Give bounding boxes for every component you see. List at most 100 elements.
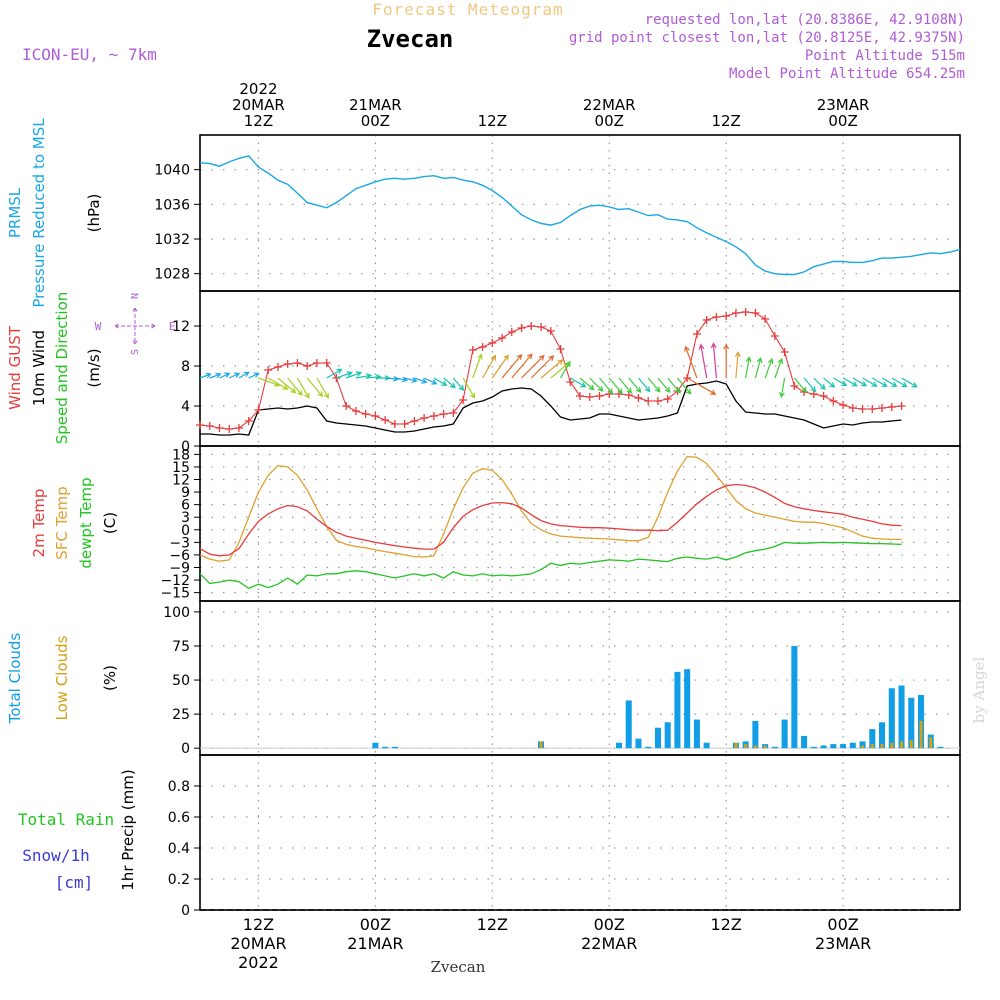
wind-direction-arrow	[891, 377, 908, 388]
low-cloud-bar	[753, 745, 757, 749]
pressure-frame	[199, 134, 961, 292]
wind-gust-marker	[196, 421, 204, 429]
snow-unit-label: [cm]	[55, 873, 94, 892]
rain-label: Total Rain	[18, 810, 114, 829]
wind-direction-arrow	[754, 357, 763, 379]
model-label: ICON-EU, ~ 7km	[22, 45, 157, 64]
wind-gust-marker	[790, 382, 799, 390]
total-cloud-bar	[840, 744, 847, 749]
wind-direction-arrow	[852, 377, 868, 387]
wind-gust-marker	[653, 397, 662, 405]
total-cloud-bar	[684, 669, 691, 749]
y-tick-label: −9	[169, 560, 190, 576]
y-tick-label: 0.2	[168, 872, 190, 888]
y-tick-label: −3	[169, 535, 190, 551]
total-cloud-bar	[898, 685, 905, 749]
temperature-frame	[199, 445, 961, 602]
wind-gust-marker	[254, 406, 263, 414]
wind-direction-arrow	[608, 377, 623, 395]
wind-direction-arrow	[443, 377, 456, 389]
wind-direction-arrow	[287, 377, 303, 397]
dewpoint-line	[199, 541, 902, 590]
wind-gust-marker	[439, 410, 448, 418]
wind-gust-marker	[225, 425, 234, 433]
compass-east: E	[169, 320, 176, 333]
time-label-top: 12Z	[478, 112, 507, 130]
total-cloud-bar	[849, 742, 856, 749]
wind-direction-arrow	[238, 371, 250, 379]
wind-direction-arrow	[570, 377, 587, 388]
pressure-line	[199, 155, 961, 276]
wind-gust-marker	[264, 366, 273, 374]
wind-gust-marker	[878, 404, 887, 412]
time-label-bottom: 22MAR	[581, 934, 637, 953]
low-cloud-bar	[880, 744, 884, 749]
wind-direction-arrow	[296, 377, 310, 399]
wind-gust-marker	[312, 359, 321, 367]
precip-axis-label: 1hr Precip (mm)	[119, 769, 137, 890]
wind-direction-arrow	[511, 353, 533, 379]
total-cloud-bar	[888, 688, 895, 749]
low-cloud-bar	[539, 741, 543, 749]
wind-gust-marker	[342, 402, 351, 410]
wind-direction-arrow	[871, 377, 888, 387]
clouds-axis-label: Low Clouds	[53, 635, 71, 720]
compass-arrows	[114, 307, 156, 345]
wind-gust-marker	[692, 330, 701, 338]
low-cloud-bar	[763, 745, 767, 749]
wind-gust-marker	[634, 394, 643, 402]
total-cloud-bar	[391, 746, 398, 749]
wind-direction-arrow	[306, 377, 324, 398]
wind-direction-arrow	[209, 372, 222, 379]
wind-direction-arrow	[823, 377, 836, 388]
total-cloud-bar	[703, 742, 710, 749]
wind-gust-marker	[537, 323, 546, 331]
precipitation-frame	[199, 754, 961, 911]
y-tick-label: 1040	[154, 163, 190, 179]
wind-axis-label: 10m Wind	[30, 330, 48, 406]
y-tick-label: −15	[160, 586, 190, 602]
total-cloud-bar	[674, 671, 681, 749]
snow-label: Snow/1h	[22, 846, 89, 865]
wind-direction-arrow	[779, 377, 786, 399]
wind-direction-arrow	[833, 377, 848, 387]
wind-gust-marker	[712, 313, 721, 321]
point-altitude: Point Altitude 515m	[805, 48, 965, 64]
wind-direction-arrow	[248, 372, 260, 379]
y-tick-label: 4	[181, 399, 190, 415]
y-tick-label: 75	[172, 639, 190, 655]
total-cloud-bar	[869, 729, 876, 749]
wind-gust-marker	[839, 401, 848, 409]
footer-location: Zvecan	[431, 958, 486, 976]
panels: 1028 1032 1036 1040 PRMSL Pressure Reduced to…	[6, 118, 961, 919]
wind-direction-arrow	[404, 377, 418, 383]
total-cloud-bar	[693, 719, 700, 749]
low-cloud-bar	[890, 742, 894, 749]
grid-point: grid point closest lon,lat (20.8125E, 42…	[569, 30, 965, 46]
y-tick-label: 0	[181, 439, 190, 455]
wind-direction-arrow	[638, 377, 651, 393]
wind-gust-marker	[459, 396, 468, 404]
wind-direction-arrow	[228, 372, 241, 379]
total-cloud-bar	[810, 746, 817, 749]
wind-direction-arrow	[698, 343, 708, 379]
wind-gust-marker	[683, 374, 692, 382]
time-label-top: 00Z	[595, 112, 624, 130]
y-tick-label: 12	[172, 473, 190, 489]
wind-direction-arrow	[764, 357, 774, 379]
model-altitude: Model Point Altitude 654.25m	[729, 66, 965, 82]
time-label-bottom: 00Z	[360, 915, 391, 934]
total-cloud-bar	[801, 735, 808, 749]
wind-direction-arrow	[452, 377, 465, 391]
wind-gust-marker	[498, 334, 507, 342]
wind-gust-marker	[429, 412, 438, 420]
wind-gust-marker	[400, 420, 409, 428]
wind-gust-marker	[576, 392, 584, 400]
wind-gust-marker	[371, 412, 380, 420]
pressure-panel: 1028 1032 1036 1040	[154, 134, 961, 292]
wind-direction-arrow	[199, 372, 212, 379]
time-label-bottom: 21MAR	[347, 934, 403, 953]
wind-gust-marker	[507, 328, 516, 336]
wind-gust-marker	[244, 417, 253, 425]
wind-direction-arrow	[316, 377, 329, 399]
